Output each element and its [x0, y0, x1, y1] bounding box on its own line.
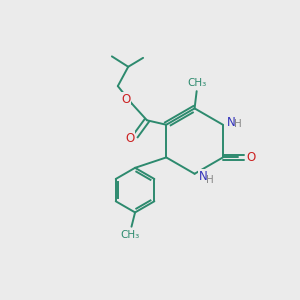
Text: H: H: [206, 175, 214, 185]
Text: O: O: [125, 132, 134, 145]
Text: N: N: [227, 116, 236, 129]
Text: N: N: [199, 170, 207, 183]
Text: O: O: [246, 151, 256, 164]
Text: H: H: [235, 119, 242, 129]
Text: CH₃: CH₃: [120, 230, 140, 240]
Text: O: O: [121, 93, 130, 106]
Text: CH₃: CH₃: [188, 78, 207, 88]
